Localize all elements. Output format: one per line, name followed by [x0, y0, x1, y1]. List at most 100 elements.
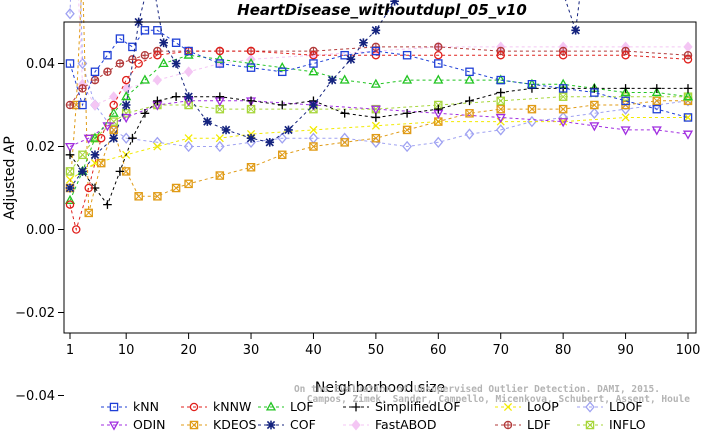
data-point-cross	[122, 167, 131, 176]
data-point	[371, 25, 381, 35]
x-tick-label: 90	[617, 343, 634, 358]
data-point	[214, 53, 225, 63]
data-point	[465, 67, 474, 77]
series-line	[69, 50, 689, 232]
legend: kNN kNNW LOF SimplifiedLOF LoOP LDOF ODIN KDEOS…	[101, 399, 646, 432]
data-point	[621, 50, 630, 60]
data-point	[78, 167, 87, 176]
data-point	[184, 92, 193, 102]
data-point	[65, 167, 75, 176]
data-point	[327, 75, 337, 85]
data-point	[96, 158, 106, 168]
data-point	[585, 401, 595, 413]
legend-label: kNNW	[213, 399, 251, 414]
data-point	[153, 192, 162, 201]
data-point	[527, 80, 537, 89]
data-point	[171, 92, 181, 102]
x-tick-label: 100	[676, 343, 701, 358]
data-point	[558, 92, 568, 101]
data-point	[140, 108, 150, 118]
y-tick-label: −0.04	[15, 389, 55, 404]
plot-frame	[63, 21, 697, 334]
data-point	[153, 96, 162, 106]
data-point-cross	[153, 192, 162, 201]
data-point-cross	[434, 117, 443, 126]
legend-item-ldf: LDF	[495, 417, 551, 432]
x-tick-label: 30	[243, 343, 260, 358]
data-point-cross	[590, 101, 599, 109]
data-point	[71, 225, 81, 234]
data-point-cross	[190, 421, 198, 429]
data-point-cross	[78, 84, 87, 92]
data-point-cross	[434, 43, 442, 51]
data-point	[277, 61, 288, 72]
data-point-cross	[184, 179, 193, 188]
data-point	[402, 50, 412, 60]
data-point	[589, 122, 600, 132]
data-point	[121, 113, 132, 124]
x-tick-label: 80	[555, 343, 572, 358]
data-point	[153, 50, 162, 60]
legend-label: kNN	[133, 399, 159, 414]
data-point	[340, 138, 349, 147]
series-line	[69, 117, 688, 181]
data-point	[495, 124, 506, 136]
credit-line-1: Campos, Zimek, Sander, Campello, Micenko…	[307, 394, 690, 405]
data-point-cross	[91, 76, 99, 84]
data-point	[309, 142, 318, 151]
x-tick-label: 1	[66, 343, 74, 358]
data-point	[465, 109, 474, 118]
data-point	[65, 175, 75, 184]
data-point	[189, 420, 199, 430]
legend-item-cof: COF	[258, 417, 316, 432]
data-point-cross	[496, 105, 505, 114]
data-point	[109, 100, 118, 110]
data-point	[153, 142, 162, 151]
data-point	[309, 50, 318, 60]
data-point	[265, 138, 275, 147]
data-point-cross	[215, 105, 224, 114]
data-point-cross	[496, 96, 505, 105]
data-point-cross	[559, 105, 568, 114]
data-point	[115, 167, 125, 176]
data-point	[277, 150, 287, 160]
data-point	[246, 46, 256, 56]
data-point	[652, 84, 662, 93]
data-point-cross	[66, 167, 74, 176]
x-tick-label: 50	[368, 343, 385, 358]
data-point	[184, 134, 193, 143]
legend-item-odin: ODIN	[101, 417, 166, 432]
data-point	[371, 113, 381, 122]
data-point	[370, 105, 381, 115]
data-point	[309, 100, 318, 110]
series-lof	[64, 49, 694, 204]
data-point-cross	[134, 192, 143, 201]
data-point	[371, 121, 380, 130]
data-point	[284, 125, 293, 135]
data-point	[620, 126, 631, 136]
legend-item-knnw: kNNW	[181, 399, 251, 414]
data-point	[78, 150, 87, 160]
data-point	[90, 67, 100, 77]
data-point	[121, 91, 132, 101]
data-point-cross	[527, 105, 536, 114]
data-point	[121, 132, 131, 144]
data-point	[308, 66, 319, 76]
data-point	[184, 179, 193, 189]
data-point	[215, 59, 225, 68]
data-point	[140, 26, 150, 35]
data-point	[171, 183, 181, 193]
data-point	[128, 42, 137, 52]
legend-label: ODIN	[133, 417, 166, 432]
data-point-cross	[84, 208, 93, 217]
data-point	[83, 134, 94, 144]
data-point	[90, 99, 100, 111]
x-axis: 1 10 20 30 40 50 60 70 80 90 100	[66, 333, 701, 358]
data-point	[277, 132, 288, 144]
data-point	[621, 84, 630, 93]
data-point	[152, 74, 163, 86]
legend-item-lof: LOF	[258, 399, 314, 414]
y-axis: −0.04−0.020.000.020.040.060.080.10	[15, 57, 64, 404]
data-point-cross	[215, 171, 224, 180]
y-tick-label: −0.02	[15, 306, 55, 321]
